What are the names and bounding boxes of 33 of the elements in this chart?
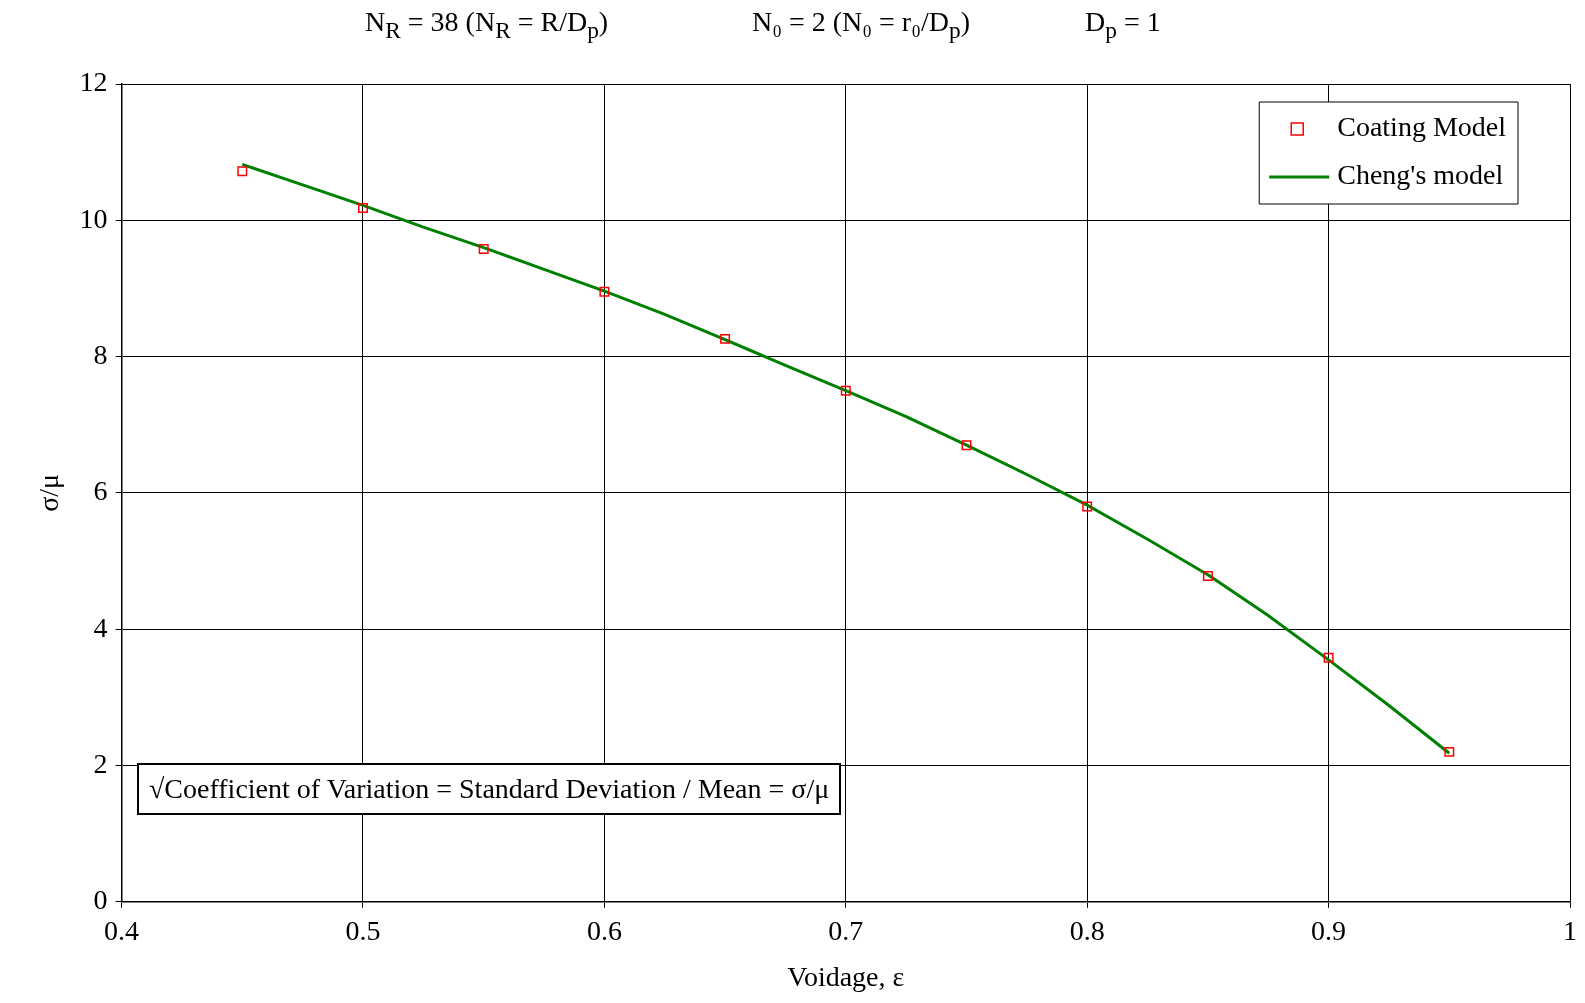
point [720, 333, 731, 344]
x-tick-label: 0.6 [586, 914, 622, 946]
point [840, 385, 851, 396]
point [358, 203, 368, 214]
text: D$_{p}$ = 1 [1085, 6, 1161, 44]
legend-label: Coating Model [1337, 111, 1507, 143]
point [478, 243, 489, 254]
point [1323, 652, 1334, 663]
annotation: √Coefficient of Variation = Standard Deviation / Mean = σ/μ [137, 763, 842, 815]
y-tick-label: 4 [93, 611, 108, 643]
x-tick-label: 0.8 [1069, 914, 1105, 946]
legend-label: Cheng's model [1337, 159, 1504, 191]
point [599, 286, 610, 297]
x-tick-label: 0.4 [104, 914, 140, 946]
point [1202, 571, 1213, 582]
x-tick-label: 0.9 [1311, 914, 1347, 946]
point [237, 166, 248, 177]
x-tick-label: 0.5 [345, 914, 381, 946]
y-axis-title: σ/μ [33, 473, 65, 512]
text: N₀ = 2 (N₀ = r₀/D$_{p}$) [752, 6, 970, 44]
x-axis-title: Voidage, ε [787, 960, 905, 992]
text: N$_{R}$ = 38 (N$_{R}$ = R/D$_{p}$) [365, 6, 609, 44]
y-tick-label: 10 [79, 202, 108, 234]
x-tick-label: 1 [1563, 914, 1577, 946]
point [1082, 501, 1093, 512]
point [961, 440, 972, 451]
y-tick-label: 8 [93, 338, 108, 370]
y-tick-label: 6 [93, 475, 108, 507]
y-tick-label: 2 [93, 747, 108, 779]
x-tick-label: 0.7 [828, 914, 864, 946]
y-tick-label: 0 [93, 884, 108, 916]
y-tick-label: 12 [79, 66, 108, 98]
point [1444, 746, 1455, 757]
